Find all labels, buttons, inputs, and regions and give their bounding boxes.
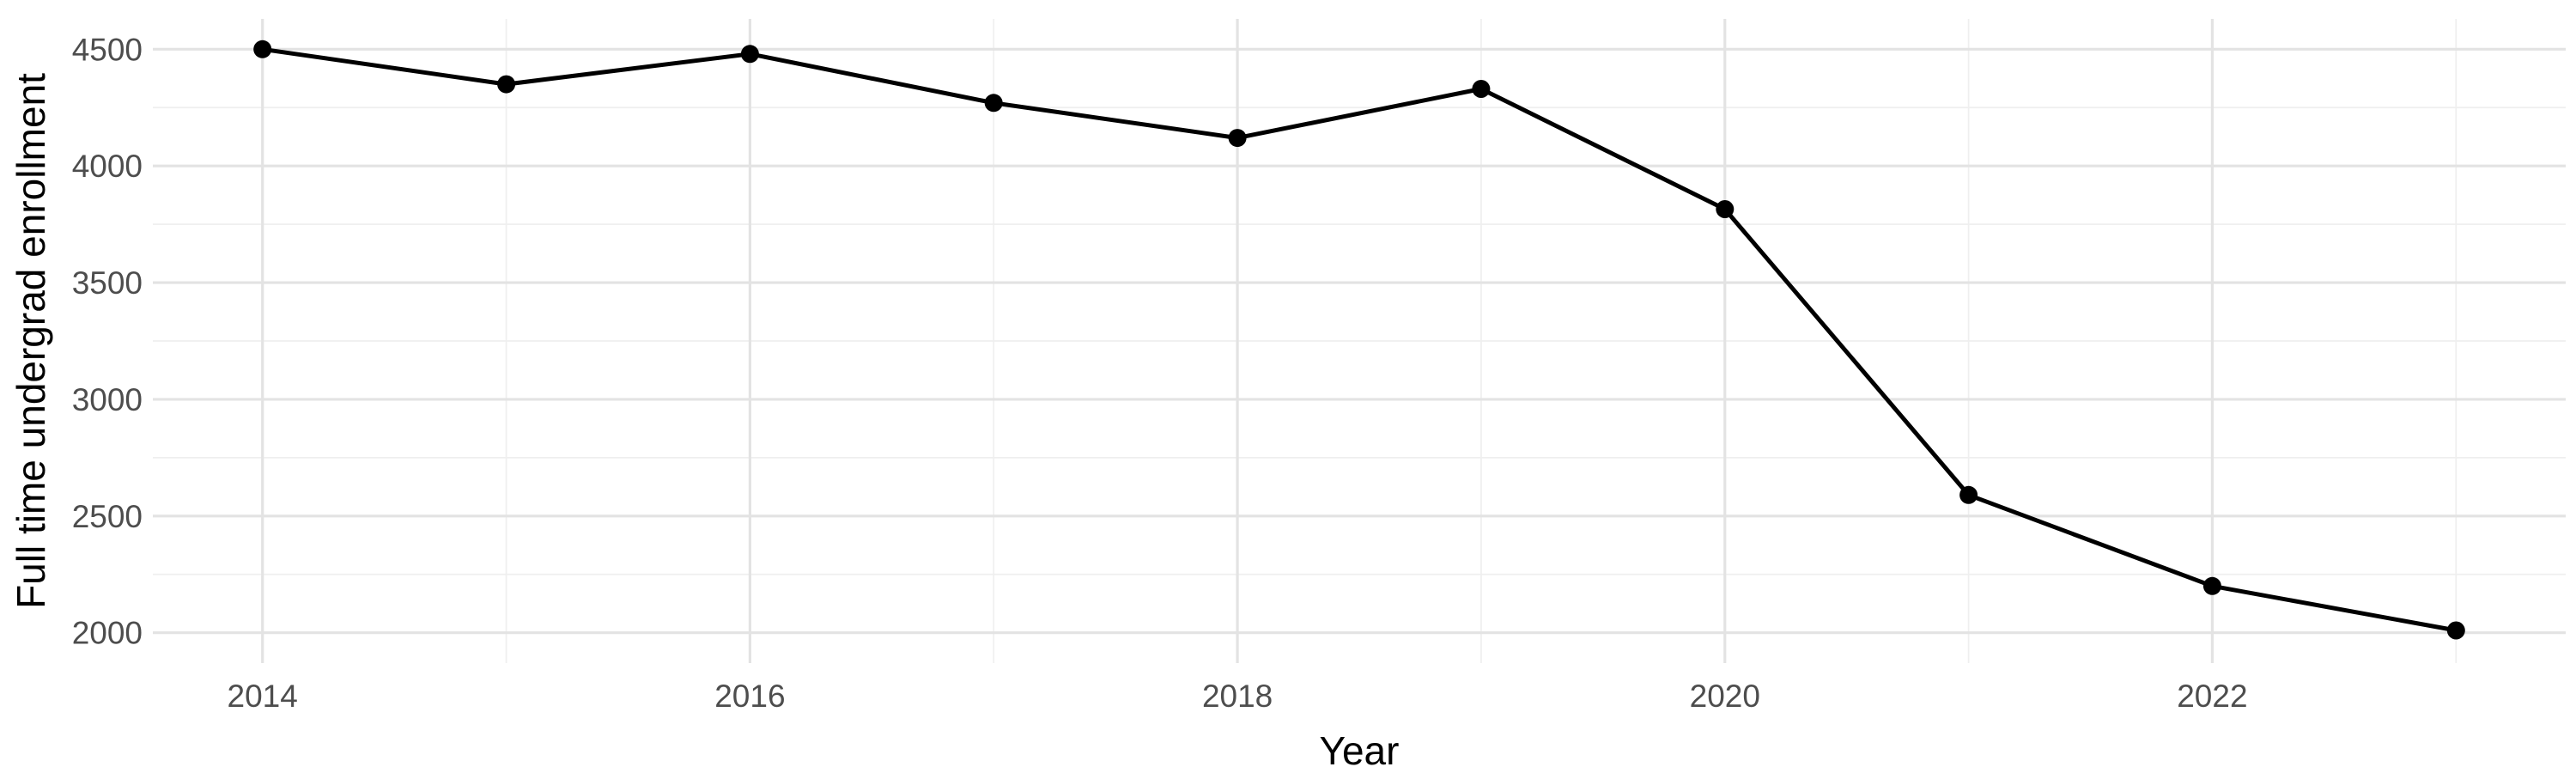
gridlines-minor xyxy=(153,19,2566,663)
x-tick-label: 2014 xyxy=(228,679,298,714)
data-point xyxy=(1959,485,1978,504)
y-tick-label: 2500 xyxy=(72,499,143,534)
data-point xyxy=(1228,129,1247,148)
x-tick-label: 2022 xyxy=(2177,679,2247,714)
y-tick-label: 4500 xyxy=(72,32,143,67)
data-point xyxy=(1472,80,1491,98)
x-axis-title: Year xyxy=(1320,728,1400,773)
data-points xyxy=(253,40,2465,640)
data-point xyxy=(984,94,1003,113)
data-point xyxy=(740,45,759,64)
y-tick-label: 3500 xyxy=(72,265,143,301)
y-tick-label: 2000 xyxy=(72,616,143,651)
gridlines-major xyxy=(153,19,2566,663)
x-tick-label: 2016 xyxy=(714,679,785,714)
data-point xyxy=(253,40,272,58)
x-tick-label: 2018 xyxy=(1202,679,1273,714)
enrollment-line xyxy=(262,46,2457,633)
data-point xyxy=(2202,576,2221,595)
y-axis-title: Full time undergrad enrollment xyxy=(9,73,53,609)
data-point xyxy=(1716,200,1735,218)
y-tick-label: 3000 xyxy=(72,382,143,417)
data-point xyxy=(497,75,516,94)
x-tick-label: 2020 xyxy=(1690,679,1760,714)
x-axis-tick-labels: 2014 2016 2018 2020 2022 xyxy=(228,679,2248,714)
y-tick-label: 4000 xyxy=(72,149,143,184)
y-axis-tick-labels: 2000 2500 3000 3500 4000 4500 xyxy=(72,32,143,650)
data-point xyxy=(2446,621,2465,640)
